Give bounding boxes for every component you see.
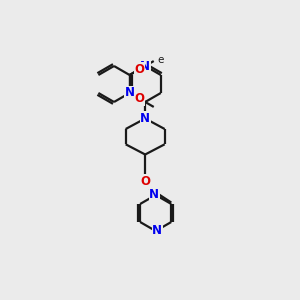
Text: O: O	[140, 175, 150, 188]
Text: N: N	[124, 86, 135, 100]
Text: e: e	[158, 55, 164, 65]
Text: O: O	[134, 63, 145, 76]
Text: N: N	[140, 59, 150, 73]
Text: N: N	[152, 224, 162, 238]
Text: N: N	[149, 188, 159, 202]
Text: N: N	[140, 112, 150, 125]
Text: O: O	[134, 92, 145, 105]
